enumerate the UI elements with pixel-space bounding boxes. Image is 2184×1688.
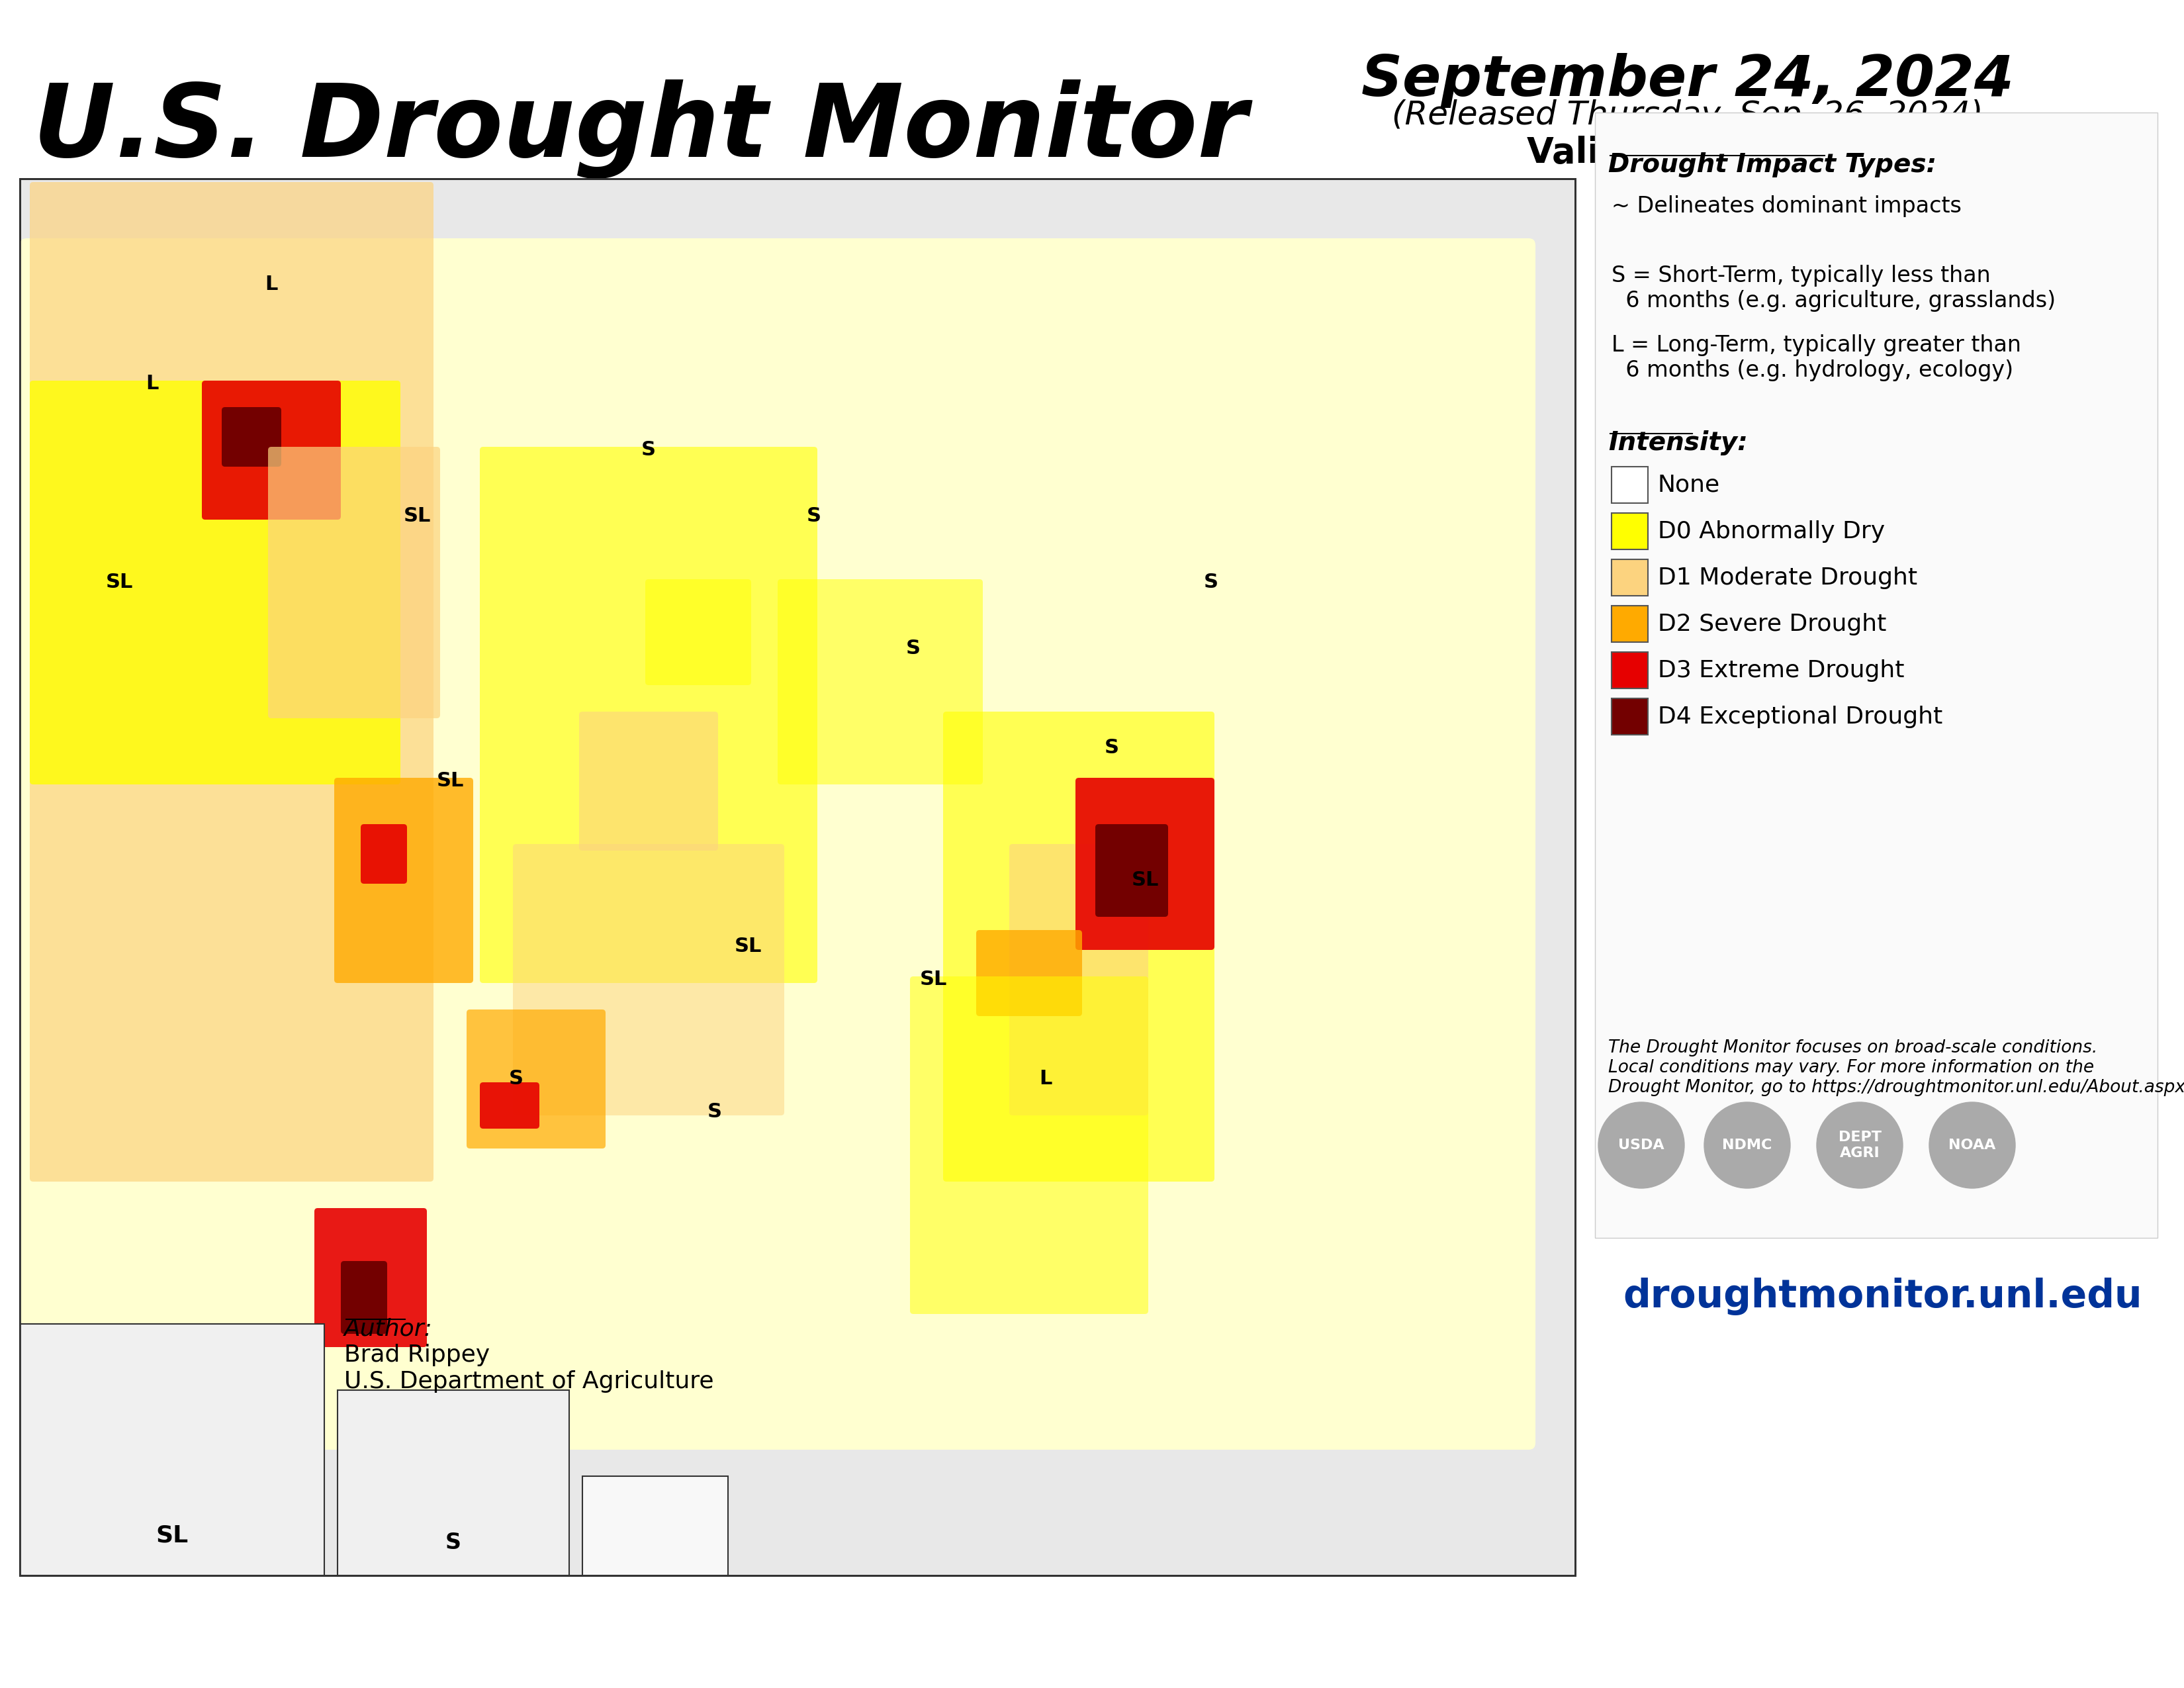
Circle shape: [1928, 1102, 2016, 1188]
Text: L: L: [264, 275, 277, 294]
Bar: [583, 1477, 727, 1575]
Bar: [339, 1391, 570, 1575]
Text: S: S: [1203, 572, 1219, 592]
FancyBboxPatch shape: [943, 712, 1214, 1182]
Text: None: None: [1658, 474, 1721, 496]
FancyBboxPatch shape: [911, 976, 1149, 1313]
Text: SL: SL: [105, 572, 133, 592]
Text: L: L: [146, 375, 159, 393]
Text: L = Long-Term, typically greater than
  6 months (e.g. hydrology, ecology): L = Long-Term, typically greater than 6 …: [1612, 334, 2020, 381]
Text: S = Short-Term, typically less than
  6 months (e.g. agriculture, grasslands): S = Short-Term, typically less than 6 mo…: [1612, 265, 2055, 312]
Text: S: S: [708, 1102, 723, 1123]
FancyBboxPatch shape: [334, 778, 474, 982]
Text: SL: SL: [734, 937, 762, 955]
Text: S: S: [1105, 738, 1118, 758]
Bar: [1594, 113, 2158, 1237]
Text: Brad Rippey: Brad Rippey: [345, 1344, 489, 1366]
FancyBboxPatch shape: [31, 182, 432, 1182]
Text: DEPT
AGRI: DEPT AGRI: [1839, 1131, 1880, 1160]
FancyBboxPatch shape: [480, 1082, 539, 1129]
FancyBboxPatch shape: [1075, 778, 1214, 950]
FancyBboxPatch shape: [480, 447, 817, 982]
Text: Valid 8 a.m. EDT: Valid 8 a.m. EDT: [1527, 135, 1848, 170]
FancyBboxPatch shape: [201, 380, 341, 520]
Bar: [20, 179, 1575, 1575]
Bar: [1612, 559, 1649, 596]
Bar: [1612, 606, 1649, 641]
Text: L: L: [1040, 1070, 1053, 1089]
Circle shape: [1704, 1102, 1791, 1188]
Text: SL: SL: [404, 506, 430, 527]
Text: S: S: [509, 1070, 524, 1089]
Text: D1 Moderate Drought: D1 Moderate Drought: [1658, 565, 1918, 589]
FancyBboxPatch shape: [31, 380, 400, 785]
Text: S: S: [446, 1531, 461, 1553]
FancyBboxPatch shape: [1009, 844, 1149, 1116]
Bar: [20, 1323, 323, 1575]
FancyBboxPatch shape: [644, 579, 751, 685]
Text: SL: SL: [437, 771, 463, 790]
FancyBboxPatch shape: [360, 824, 406, 885]
Text: D4 Exceptional Drought: D4 Exceptional Drought: [1658, 706, 1942, 728]
FancyBboxPatch shape: [579, 712, 719, 851]
FancyBboxPatch shape: [314, 1209, 426, 1347]
Text: SL: SL: [155, 1524, 188, 1546]
Bar: [1612, 466, 1649, 503]
FancyBboxPatch shape: [467, 1009, 605, 1148]
Text: S: S: [642, 441, 655, 459]
Text: S: S: [806, 506, 821, 527]
Text: SL: SL: [1131, 871, 1160, 890]
Text: September 24, 2024: September 24, 2024: [1361, 52, 2014, 108]
Text: NDMC: NDMC: [1723, 1139, 1771, 1151]
Text: droughtmonitor.unl.edu: droughtmonitor.unl.edu: [1623, 1278, 2143, 1315]
FancyBboxPatch shape: [20, 179, 1575, 1575]
Bar: [1612, 652, 1649, 689]
Circle shape: [1599, 1102, 1684, 1188]
FancyBboxPatch shape: [976, 930, 1081, 1016]
Text: ~ Delineates dominant impacts: ~ Delineates dominant impacts: [1612, 196, 1961, 218]
Text: D0 Abnormally Dry: D0 Abnormally Dry: [1658, 520, 1885, 542]
Text: Intensity:: Intensity:: [1607, 430, 1747, 456]
FancyBboxPatch shape: [31, 1340, 314, 1526]
Text: The Drought Monitor focuses on broad-scale conditions.
Local conditions may vary: The Drought Monitor focuses on broad-sca…: [1607, 1040, 2184, 1096]
Text: D3 Extreme Drought: D3 Extreme Drought: [1658, 658, 1904, 682]
FancyBboxPatch shape: [341, 1261, 387, 1334]
Text: S: S: [906, 640, 922, 658]
Text: NOAA: NOAA: [1948, 1139, 1996, 1151]
FancyBboxPatch shape: [513, 844, 784, 1116]
Bar: [1612, 513, 1649, 549]
FancyBboxPatch shape: [223, 407, 282, 466]
FancyBboxPatch shape: [415, 1480, 485, 1524]
FancyBboxPatch shape: [778, 579, 983, 785]
Text: Author:: Author:: [345, 1317, 432, 1340]
Bar: [1612, 699, 1649, 734]
Text: Drought Impact Types:: Drought Impact Types:: [1607, 152, 1937, 177]
Text: SL: SL: [919, 971, 948, 989]
Text: USDA: USDA: [1618, 1139, 1664, 1151]
FancyBboxPatch shape: [1096, 824, 1168, 917]
Text: (Released Thursday, Sep. 26, 2024): (Released Thursday, Sep. 26, 2024): [1391, 100, 1983, 132]
FancyBboxPatch shape: [454, 1487, 491, 1518]
FancyBboxPatch shape: [269, 447, 441, 717]
Text: U.S. Drought Monitor: U.S. Drought Monitor: [33, 79, 1247, 179]
FancyBboxPatch shape: [20, 238, 1535, 1450]
Text: U.S. Department of Agriculture: U.S. Department of Agriculture: [345, 1371, 714, 1393]
Text: D2 Severe Drought: D2 Severe Drought: [1658, 613, 1887, 635]
Circle shape: [1817, 1102, 1902, 1188]
